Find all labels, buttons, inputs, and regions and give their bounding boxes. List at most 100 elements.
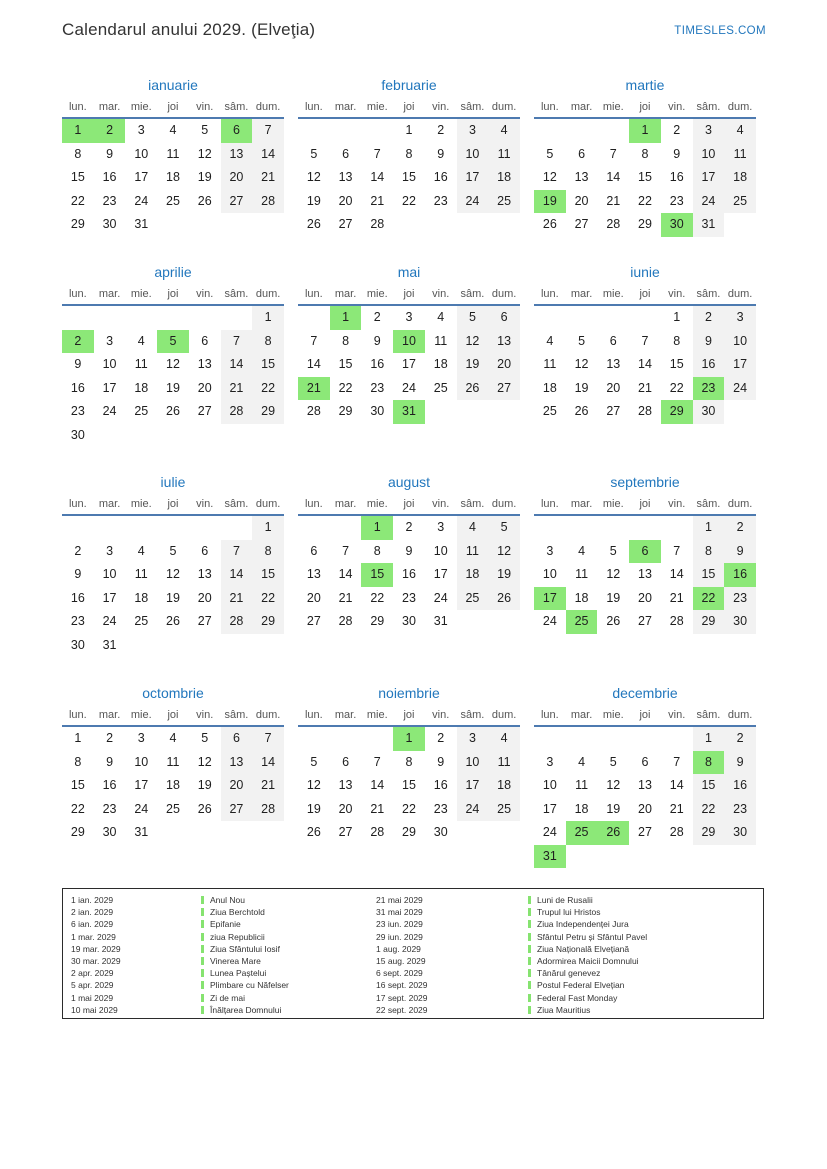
week-row: 12 13 14 15 16 17 18	[534, 166, 756, 190]
day-cell: 25	[456, 586, 489, 610]
day-cell: 27	[338, 217, 353, 231]
day-cell	[252, 821, 284, 845]
day-cell	[189, 516, 221, 540]
holiday-col-2: 21 mai 2029 Luni de Rusalii 31 mai 2029 Tru…	[376, 894, 764, 1018]
weekday-label: lun.	[304, 709, 323, 721]
weekday-label: lun.	[540, 498, 559, 510]
day-cell: 19	[488, 563, 520, 587]
day-cell	[189, 424, 221, 448]
day-cell: 12	[488, 539, 520, 563]
holiday-col-1: 1 ian. 2029 Anul Nou 2 ian. 2029 Ziua Berch…	[71, 894, 376, 1018]
weekday-label: vin.	[432, 288, 450, 300]
weekday-label: dum.	[491, 288, 517, 300]
day-cell: 7	[252, 119, 284, 143]
day-cell	[393, 213, 425, 237]
holiday-name-text: ziua Republicii	[210, 931, 265, 942]
day-cell: 12	[166, 567, 180, 581]
week-row: 28 29 30 31	[298, 400, 520, 424]
day-cell: 16	[433, 170, 448, 184]
week-row: 26 27 28 29 30	[298, 821, 520, 845]
day-cell: 26	[488, 586, 520, 610]
holiday-date: 6 sept. 2029	[376, 968, 423, 979]
day-cell: 29	[692, 610, 725, 634]
weekday-label: lun.	[68, 709, 87, 721]
weekday-label: lun.	[68, 498, 87, 510]
day-cell: 30	[724, 610, 756, 634]
day-cell: 29	[370, 614, 385, 628]
day-cell: 2	[437, 123, 445, 137]
day-cell: 11	[434, 333, 448, 348]
day-cell: 28	[669, 614, 684, 628]
weekday-label: sâm.	[224, 288, 249, 300]
brand-link[interactable]: TIMESLES.COM	[674, 25, 766, 37]
holiday-name-text: Adormirea Maicii Domnului	[537, 956, 639, 967]
holiday-name: Federal Fast Monday	[528, 993, 764, 1003]
day-cell: 23	[102, 193, 117, 208]
day-cell: 26	[306, 825, 321, 839]
holiday-name-text: Zi de mai	[210, 992, 245, 1003]
week-row: 8 9 10 11 12 13 14	[62, 750, 284, 774]
day-cell: 4	[137, 543, 145, 558]
holiday-bar-icon	[201, 969, 204, 978]
day-cell: 3	[692, 119, 725, 143]
week-row: 13 14 15 16 17 18 19	[298, 563, 520, 587]
day-cell: 29	[252, 610, 284, 634]
day-cell: 22	[692, 797, 725, 821]
weekday-header-row: lun. mar. mie. joi vin. sâm. dum.	[298, 496, 520, 516]
day-cell: 16	[433, 778, 448, 792]
day-cell: 9	[74, 357, 82, 371]
day-cell: 22	[252, 376, 284, 400]
day-cell: 26	[597, 821, 630, 845]
week-row: 9 10 11 12 13 14 15	[62, 563, 284, 587]
day-cell: 30	[402, 614, 416, 628]
day-cell	[693, 845, 725, 869]
day-cell: 11	[575, 778, 589, 792]
day-cell: 14	[338, 567, 353, 581]
day-cell	[189, 634, 221, 658]
day-cell	[62, 516, 94, 540]
day-cell	[94, 516, 126, 540]
day-cell: 3	[405, 310, 413, 324]
day-cell: 7	[373, 754, 381, 769]
month-title: februarie	[381, 77, 437, 93]
day-cell: 8	[252, 329, 284, 353]
day-cell: 1	[329, 306, 362, 330]
day-cell: 31	[692, 213, 725, 237]
day-cell: 22	[70, 193, 85, 208]
day-cell: 21	[370, 193, 385, 208]
holiday-name-text: Ziua Mauritius	[537, 1004, 591, 1015]
day-cell: 14	[306, 357, 321, 371]
day-cell: 10	[433, 543, 448, 558]
day-cell: 4	[578, 543, 586, 558]
holiday-name: Sfântul Petru și Sfântul Pavel	[528, 932, 764, 942]
day-cell: 29	[252, 400, 284, 424]
day-cell: 5	[201, 123, 209, 137]
day-cell	[597, 845, 629, 869]
week-row: 15 16 17 18 19 20 21	[62, 166, 284, 190]
day-cell: 10	[134, 146, 149, 161]
day-cell: 4	[137, 333, 145, 348]
day-cell: 12	[606, 778, 621, 792]
weekday-header-row: lun. mar. mie. joi vin. sâm. dum.	[62, 707, 284, 727]
holiday-bar-icon	[201, 1005, 204, 1014]
day-cell: 17	[134, 170, 149, 184]
holiday-bar-icon	[528, 969, 531, 978]
holiday-name-text: Tânărul genevez	[537, 968, 601, 979]
day-cell	[125, 516, 157, 540]
weekday-label: sâm.	[460, 101, 485, 113]
day-cell: 4	[456, 516, 489, 540]
day-cell: 17	[102, 590, 117, 605]
day-cell: 25	[134, 614, 149, 628]
day-cell	[534, 516, 566, 540]
day-cell	[597, 516, 629, 540]
day-cell: 10	[692, 142, 725, 166]
day-cell: 11	[488, 142, 520, 166]
week-row: 8 9 10 11 12 13 14	[62, 142, 284, 166]
month-title: octombrie	[142, 685, 204, 701]
weekday-label: dum.	[255, 709, 281, 721]
day-cell: 3	[546, 754, 554, 769]
day-cell: 6	[609, 333, 617, 348]
